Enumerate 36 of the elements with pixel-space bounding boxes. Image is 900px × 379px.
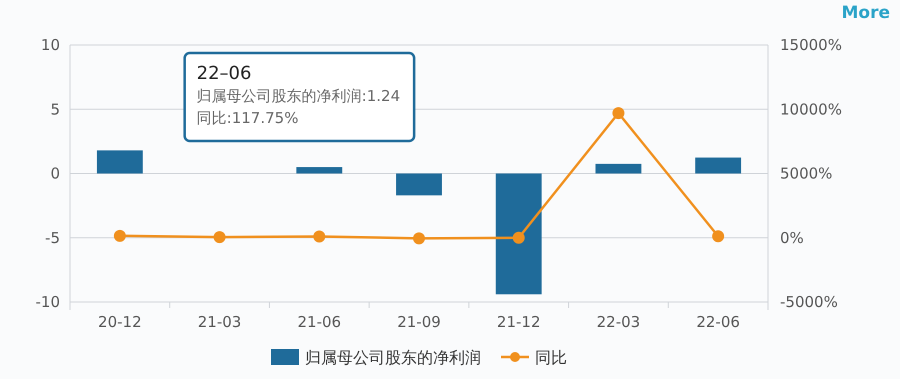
point [512, 232, 525, 244]
y2-tick-label: 10000% [780, 100, 842, 118]
x-tick-label: 21-06 [297, 313, 342, 331]
bar [595, 164, 642, 174]
x-tick-label: 22-06 [696, 313, 740, 331]
point [612, 107, 624, 120]
legend-label: 同比 [535, 348, 567, 367]
y2-tick-label: 15000% [780, 36, 842, 54]
bar [96, 150, 143, 174]
y-tick-label: 5 [50, 100, 60, 118]
legend-label: 归属母公司股东的净利润 [305, 348, 481, 367]
annotation: 22–06 [196, 63, 252, 84]
point [712, 230, 724, 242]
text: More [841, 3, 890, 23]
point [214, 231, 226, 244]
x-tick-label: 20-12 [98, 313, 142, 331]
y-tick-label: -10 [36, 293, 60, 311]
y-tick-label: -5 [45, 228, 60, 247]
bar [695, 158, 742, 174]
x-tick-label: 21-12 [496, 313, 541, 331]
annotation: 同比:117.75% [196, 109, 298, 127]
annotation: 归属母公司股东的净利润:1.24 [196, 87, 400, 105]
y2-tick-label: -5000% [780, 293, 838, 311]
point [313, 230, 326, 242]
bar [296, 167, 342, 174]
x-tick-label: 22-03 [596, 313, 640, 331]
x-tick-label: 21-03 [198, 313, 242, 331]
y-tick-label: 10 [40, 36, 60, 54]
point [413, 232, 425, 244]
x-tick-label: 21-09 [397, 313, 441, 331]
y-tick-label: 0 [50, 164, 60, 182]
y2-tick-label: 0% [780, 228, 804, 247]
point [114, 230, 126, 242]
y2-tick-label: 5000% [780, 164, 832, 182]
bar [396, 174, 442, 196]
bar [496, 174, 542, 294]
